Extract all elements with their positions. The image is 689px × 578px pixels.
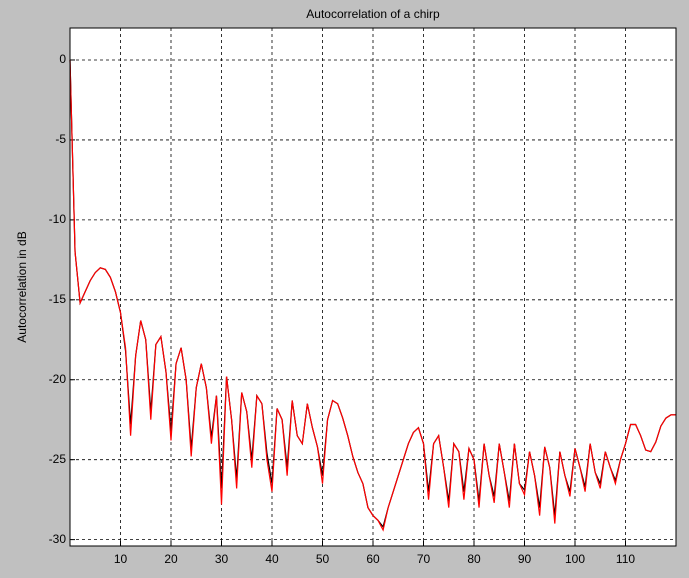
y-tick-label: -5	[55, 132, 66, 146]
x-tick-label: 90	[518, 552, 532, 566]
data-line	[69, 59, 676, 532]
x-tick-label: 100	[565, 552, 585, 566]
plot-frame	[69, 27, 677, 547]
x-tick-label: 10	[114, 552, 128, 566]
x-tick-label: 20	[164, 552, 178, 566]
x-tick-label: 30	[215, 552, 229, 566]
chart-title: Autocorrelation of a chirp	[306, 7, 440, 21]
x-tick-label: 40	[265, 552, 279, 566]
y-tick-label: -10	[49, 212, 67, 226]
y-axis-label: Autocorrelation in dB	[15, 231, 29, 342]
y-tick-label: -25	[49, 452, 67, 466]
y-tick-label: 0	[59, 52, 66, 66]
x-tick-label: 110	[616, 552, 635, 566]
y-tick-label: -30	[49, 532, 67, 546]
x-tick-label: 50	[316, 552, 330, 566]
y-tick-label: -20	[49, 372, 67, 386]
x-tick-label: 70	[417, 552, 431, 566]
y-tick-label: -15	[49, 292, 67, 306]
x-tick-label: 80	[467, 552, 481, 566]
x-tick-label: 60	[366, 552, 380, 566]
